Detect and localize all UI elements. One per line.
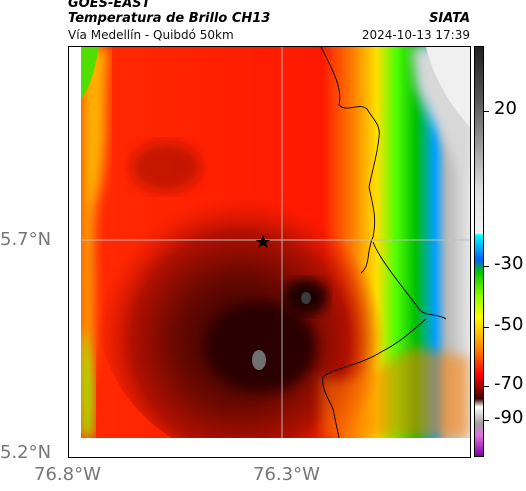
- west-edge-band: [81, 47, 109, 438]
- star-icon: [256, 235, 270, 248]
- colorbar-tick-minus70: [484, 386, 489, 387]
- colorbar-label-minus50: -50: [494, 314, 524, 335]
- lon-label-76.3: 76.3°W: [253, 464, 320, 485]
- core-grey-spot: [252, 350, 266, 370]
- credit-label: SIATA: [429, 11, 470, 26]
- southeast-warm: [321, 347, 470, 438]
- colorbar-label-minus30: -30: [494, 253, 524, 274]
- boundary-line-north: [320, 47, 380, 274]
- north-dark-patch: [131, 142, 201, 192]
- colorbar: [474, 46, 484, 457]
- core-center: [206, 302, 316, 392]
- colorbar-label-minus70: -70: [494, 373, 524, 394]
- colorbar-tick-minus50: [484, 327, 489, 328]
- core-grey-spot-2: [301, 292, 311, 304]
- southwest-green: [81, 327, 95, 438]
- colorbar-tick-20: [484, 111, 489, 112]
- lon-label-76.8: 76.8°W: [34, 464, 101, 485]
- colorbar-tick-minus90: [484, 420, 489, 421]
- colorbar-tick-minus30: [484, 266, 489, 267]
- title-line-2: Temperatura de Brillo CH13: [68, 11, 271, 26]
- datetime-label: 2024-10-13 17:39: [361, 28, 470, 42]
- colorbar-label-minus90: -90: [494, 407, 524, 428]
- subtitle: Vía Medellín - Quibdó 50km: [68, 28, 234, 42]
- lat-label-5.2: 5.2°N: [0, 442, 52, 463]
- east-cloud-white: [426, 47, 470, 127]
- colorbar-label-20: 20: [494, 98, 517, 119]
- lat-label-5.7: 5.7°N: [0, 229, 52, 250]
- boundary-line-south: [322, 241, 447, 438]
- convective-core: [96, 142, 416, 438]
- brightness-temperature-map: [81, 47, 470, 438]
- title-line-1: GOES-EAST: [68, 0, 151, 11]
- northwest-green: [81, 47, 99, 99]
